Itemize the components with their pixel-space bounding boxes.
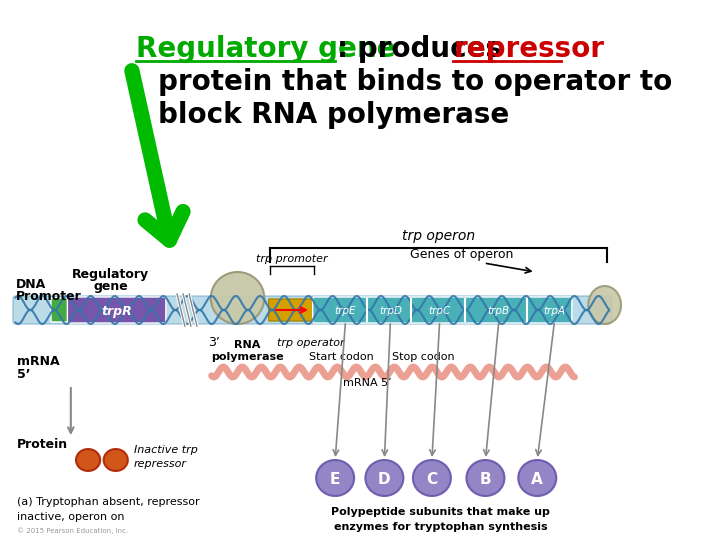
Ellipse shape <box>76 449 100 471</box>
Text: enzymes for tryptophan synthesis: enzymes for tryptophan synthesis <box>333 522 547 532</box>
Text: trpA: trpA <box>544 306 566 316</box>
Text: trp operator: trp operator <box>277 338 345 348</box>
Text: C: C <box>426 471 438 487</box>
Text: mRNA: mRNA <box>17 355 60 368</box>
Text: A: A <box>531 471 543 487</box>
Text: trpE: trpE <box>335 306 356 316</box>
Text: Regulatory: Regulatory <box>72 268 149 281</box>
Text: polymerase: polymerase <box>211 352 284 362</box>
Ellipse shape <box>518 460 557 496</box>
Text: © 2015 Pearson Education, Inc.: © 2015 Pearson Education, Inc. <box>17 528 129 534</box>
Text: B: B <box>480 471 491 487</box>
Text: inactive, operon on: inactive, operon on <box>17 512 125 522</box>
Text: mRNA 5’: mRNA 5’ <box>343 378 392 388</box>
Text: Promoter: Promoter <box>16 290 81 303</box>
FancyBboxPatch shape <box>269 299 315 321</box>
Text: : produces: : produces <box>337 35 511 63</box>
Text: Genes of operon: Genes of operon <box>410 248 514 261</box>
Text: trpB: trpB <box>487 306 510 316</box>
Text: repressor: repressor <box>454 35 605 63</box>
Text: 5’: 5’ <box>17 368 31 381</box>
Text: trp operon: trp operon <box>402 229 475 243</box>
Text: Stop codon: Stop codon <box>392 352 454 362</box>
Text: Start codon: Start codon <box>309 352 374 362</box>
Ellipse shape <box>365 460 403 496</box>
Text: trpD: trpD <box>379 306 402 316</box>
Text: protein that binds to operator to: protein that binds to operator to <box>158 68 672 96</box>
FancyBboxPatch shape <box>68 297 166 323</box>
Text: D: D <box>378 471 391 487</box>
Ellipse shape <box>316 460 354 496</box>
Text: Regulatory gene: Regulatory gene <box>137 35 396 63</box>
Text: RNA: RNA <box>234 340 260 350</box>
Text: gene: gene <box>93 280 128 293</box>
Text: repressor: repressor <box>134 459 187 469</box>
Text: Protein: Protein <box>17 438 68 451</box>
Ellipse shape <box>413 460 451 496</box>
FancyBboxPatch shape <box>51 298 68 322</box>
FancyBboxPatch shape <box>312 297 572 323</box>
Text: trpC: trpC <box>428 306 451 316</box>
Text: DNA: DNA <box>16 278 46 291</box>
Ellipse shape <box>104 449 128 471</box>
FancyBboxPatch shape <box>13 296 611 324</box>
Ellipse shape <box>588 286 621 324</box>
Text: trpR: trpR <box>102 305 132 318</box>
Text: Polypeptide subunits that make up: Polypeptide subunits that make up <box>331 507 550 517</box>
Text: block RNA polymerase: block RNA polymerase <box>158 101 509 129</box>
Text: (a) Tryptophan absent, repressor: (a) Tryptophan absent, repressor <box>17 497 200 507</box>
FancyArrowPatch shape <box>132 71 183 240</box>
Text: Inactive trp: Inactive trp <box>134 445 198 455</box>
Ellipse shape <box>211 272 264 324</box>
Text: trp promoter: trp promoter <box>256 254 328 264</box>
Ellipse shape <box>467 460 505 496</box>
Text: E: E <box>330 471 341 487</box>
Text: 3’: 3’ <box>208 336 220 349</box>
